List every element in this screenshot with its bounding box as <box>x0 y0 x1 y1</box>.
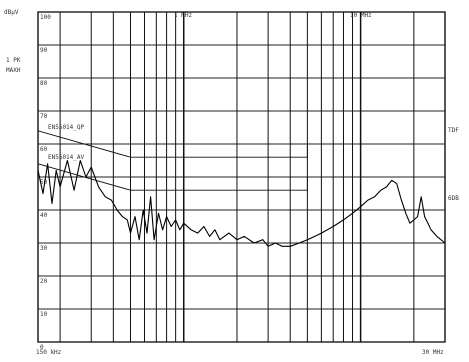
trace-mode-label: MAXH <box>6 67 21 74</box>
y-tick-label: 60 <box>40 146 48 153</box>
y-tick-label: 0 <box>40 344 44 351</box>
x-tick-label-1mhz: 1 MHz <box>174 12 193 19</box>
y-tick-label: 50 <box>40 179 48 186</box>
y-tick-label: 100 <box>40 14 51 21</box>
y-tick-label: 10 <box>40 311 48 318</box>
limit-line <box>37 163 308 191</box>
limit-line <box>37 130 308 158</box>
y-tick-label: 80 <box>40 80 48 87</box>
y-tick-label: 20 <box>40 278 48 285</box>
y-tick-label: 30 <box>40 245 48 252</box>
x-tick-label-start: 150 kHz <box>36 349 62 356</box>
y-tick-label: 90 <box>40 47 48 54</box>
y-tick-label: 40 <box>40 212 48 219</box>
limit-label-av: EN55014_AV <box>48 154 85 161</box>
x-tick-label-10mhz: 10 MHz <box>350 12 372 19</box>
y-unit-label: dBµV <box>4 9 19 16</box>
limit-label-qp: EN55014_QP <box>48 124 85 131</box>
detector-label: 1 PK <box>6 57 21 64</box>
y-tick-label: 70 <box>40 113 48 120</box>
right-label-tdf: TDF <box>448 127 459 134</box>
right-label-6db: 6DB <box>448 195 459 202</box>
x-tick-label-end: 30 MHz <box>422 349 444 356</box>
series-line <box>37 159 446 247</box>
